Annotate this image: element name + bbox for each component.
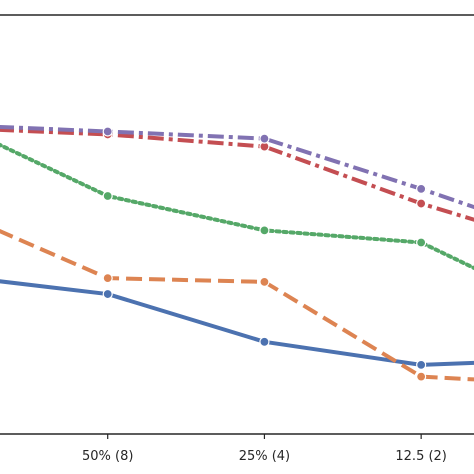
series-4-point-2	[259, 133, 270, 144]
series-1-point-2	[259, 276, 270, 288]
series-2-point-1	[102, 190, 113, 202]
series-0-point-3	[416, 359, 427, 370]
series-markers	[102, 126, 427, 382]
series-0-point-2	[259, 336, 270, 347]
series-1-point-1	[102, 273, 113, 284]
x-tick-label-1: 25% (4)	[239, 449, 290, 464]
x-tick-label-2: 12.5 (2)	[395, 449, 447, 464]
x-tick-label-0: 50% (8)	[82, 449, 133, 464]
series-4-point-3	[416, 183, 427, 194]
series-4-point-1	[102, 126, 113, 137]
x-axis-ticks: 50% (8) 25% (4) 12.5 (2)	[82, 434, 447, 464]
series-line-4	[0, 124, 474, 210]
series-line-3	[0, 127, 474, 222]
series-1-point-3	[416, 371, 427, 382]
series-line-2	[0, 142, 474, 271]
series-lines	[0, 124, 474, 382]
series-0-point-1	[102, 288, 113, 300]
series-2-point-2	[259, 225, 270, 236]
series-line-0	[0, 279, 474, 367]
series-3-point-3	[416, 198, 427, 209]
series-line-1	[0, 229, 474, 382]
series-2-point-3	[416, 237, 427, 248]
plot-axes	[0, 14, 474, 435]
